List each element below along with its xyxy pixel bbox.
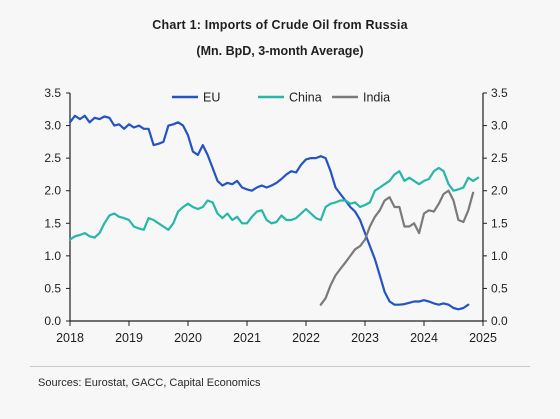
y-tick-label-left: 1.5	[44, 216, 61, 230]
x-tick-label: 2022	[292, 331, 320, 345]
x-tick-label: 2023	[351, 331, 379, 345]
y-tick-label-left: 3.5	[44, 86, 61, 100]
chart-subtitle: (Mn. BpD, 3-month Average)	[196, 44, 364, 58]
legend-label-china: China	[289, 91, 322, 105]
y-tick-label-left: 1.0	[44, 249, 61, 263]
divider	[30, 366, 530, 367]
y-tick-label-right: 0.0	[491, 314, 508, 328]
y-tick-label-right: 1.5	[491, 216, 508, 230]
x-tick-label: 2025	[469, 331, 497, 345]
y-tick-label-left: 0.5	[44, 281, 61, 295]
y-tick-label-right: 1.0	[491, 249, 508, 263]
series-line-china	[68, 166, 480, 241]
series-line-eu	[68, 114, 470, 311]
x-tick-label: 2019	[115, 331, 143, 345]
y-tick-label-right: 3.5	[491, 86, 508, 100]
source-note: Sources: Eurostat, GACC, Capital Economi…	[38, 377, 261, 389]
y-tick-label-right: 2.0	[491, 184, 508, 198]
y-tick-label-left: 0.0	[44, 314, 61, 328]
x-tick-label: 2021	[233, 331, 261, 345]
y-tick-label-left: 2.0	[44, 184, 61, 198]
legend: EU China India	[172, 91, 390, 105]
series-lines	[68, 114, 480, 311]
x-tick-label: 2020	[174, 331, 202, 345]
series-line-india	[319, 189, 475, 306]
y-tick-label-left: 3.0	[44, 119, 61, 133]
x-tick-label: 2024	[410, 331, 438, 345]
y-tick-label-left: 2.5	[44, 151, 61, 165]
y-tick-label-right: 2.5	[491, 151, 508, 165]
chart-title: Chart 1: Imports of Crude Oil from Russi…	[152, 18, 408, 32]
axes: 0.0 0.5 1.0 1.5 2.0 2.5 3.0 3.5 0.0 0.5 1.0 1.5 2.0 2…	[44, 86, 508, 345]
x-tick-label: 2018	[56, 331, 84, 345]
y-tick-label-right: 0.5	[491, 281, 508, 295]
legend-label-eu: EU	[203, 91, 220, 105]
y-tick-label-right: 3.0	[491, 119, 508, 133]
legend-label-india: India	[363, 91, 390, 105]
